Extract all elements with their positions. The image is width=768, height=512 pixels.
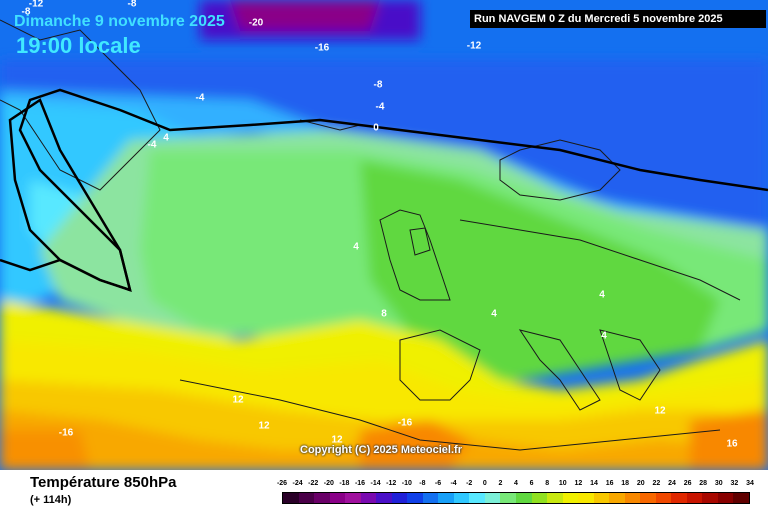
- color-scale-swatch: [609, 493, 625, 503]
- color-scale-tick-label: 32: [730, 480, 739, 487]
- map-canvas: [0, 0, 768, 470]
- isotherm-zero-west-loop: [8, 98, 132, 292]
- color-scale-tick-label: 28: [699, 480, 708, 487]
- color-scale-tick-label: -26: [276, 480, 288, 487]
- color-scale-swatch: [500, 493, 516, 503]
- color-scale-swatch: [733, 493, 749, 503]
- isotherm-label: 12: [654, 405, 666, 417]
- color-scale: [282, 492, 750, 504]
- valid-date: Dimanche 9 novembre 2025: [14, 13, 225, 30]
- forecast-hour: (+ 114h): [30, 494, 72, 506]
- copyright-notice: Copyright (C) 2025 Meteociel.fr: [300, 444, 462, 456]
- color-scale-tick-label: -16: [354, 480, 366, 487]
- color-scale-tick-label: 26: [683, 480, 692, 487]
- isotherm-label: -16: [397, 417, 413, 429]
- color-scale-swatch: [702, 493, 718, 503]
- color-scale-swatch: [453, 493, 470, 503]
- color-scale-swatch: [655, 493, 672, 503]
- color-scale-swatch: [391, 493, 408, 503]
- color-scale-swatch: [469, 493, 485, 503]
- color-scale-swatch: [578, 493, 594, 503]
- color-scale-swatch: [562, 493, 579, 503]
- valid-time: 19:00 locale: [16, 33, 141, 58]
- color-scale-tick-label: -18: [339, 480, 350, 487]
- isotherm-label: 12: [331, 434, 343, 446]
- color-scale-tick-label: 18: [621, 480, 630, 487]
- color-scale-swatch: [283, 493, 299, 503]
- color-scale-tick-label: -4: [450, 480, 457, 487]
- color-scale-swatch: [407, 493, 423, 503]
- color-scale-swatch: [484, 493, 501, 503]
- color-scale-swatch: [640, 493, 656, 503]
- color-scale-swatch: [686, 493, 703, 503]
- coastlines: [0, 19, 741, 451]
- isotherm-label: -4: [375, 101, 385, 113]
- run-banner: Run NAVGEM 0 Z du Mercredi 5 novembre 20…: [470, 10, 766, 28]
- color-scale-swatch: [515, 493, 532, 503]
- isotherm-label: 0: [373, 122, 379, 134]
- color-scale-swatch: [422, 493, 439, 503]
- color-scale-tick-label: 8: [545, 480, 550, 487]
- color-scale-swatch: [531, 493, 548, 503]
- color-scale-tick-label: 10: [558, 480, 567, 487]
- field-title: Température 850hPa: [30, 474, 177, 491]
- color-scale-swatch: [593, 493, 610, 503]
- color-scale-tick-label: -20: [323, 480, 334, 487]
- color-scale-tick-label: 20: [636, 480, 645, 487]
- color-scale-tick-label: 4: [514, 480, 518, 487]
- isotherm-label: -12: [28, 0, 44, 10]
- isotherm-label: 8: [381, 308, 387, 320]
- color-scale-tick-label: -6: [434, 480, 442, 487]
- temperature-field: [0, 0, 768, 470]
- color-scale-tick-label: -24: [292, 480, 303, 487]
- color-scale-tick-label: 6: [529, 480, 534, 487]
- isotherm-label: -8: [373, 79, 383, 91]
- isotherm-label: 12: [258, 420, 270, 432]
- color-scale-swatch: [298, 493, 315, 503]
- isotherm-label: -4: [147, 139, 157, 151]
- isotherm-label: 4: [353, 241, 359, 253]
- color-scale-tick-label: 22: [652, 480, 661, 487]
- color-scale-swatch: [438, 493, 454, 503]
- color-scale-swatch: [717, 493, 734, 503]
- color-scale-tick-label: -22: [308, 480, 319, 487]
- isotherm-label: -20: [248, 17, 264, 29]
- color-scale-tick-label: -8: [419, 480, 426, 487]
- isotherm-label: 12: [232, 394, 244, 406]
- color-scale-tick-label: -10: [401, 480, 412, 487]
- color-scale-tick-label: 30: [714, 480, 723, 487]
- isotherm-label: -8: [21, 6, 31, 18]
- color-scale-swatch: [624, 493, 641, 503]
- color-scale-swatch: [671, 493, 687, 503]
- color-scale-swatch: [314, 493, 330, 503]
- isotherm-label: 4: [599, 289, 605, 301]
- isotherm-label: -12: [466, 40, 482, 52]
- color-scale-tick-label: 34: [746, 480, 754, 487]
- isotherm-label: 4: [491, 308, 497, 320]
- color-scale-swatch: [360, 493, 377, 503]
- color-scale-tick-label: 16: [605, 480, 614, 487]
- color-scale-tick-label: 2: [498, 480, 503, 487]
- color-scale-tick-label: 14: [590, 480, 598, 487]
- isotherm-label: 4: [601, 330, 607, 342]
- color-scale-tick-label: -12: [386, 480, 397, 487]
- isotherm-label: -8: [127, 0, 137, 10]
- color-scale-tick-label: 12: [574, 480, 583, 487]
- isotherm-label: 4: [163, 132, 169, 144]
- isotherm-label: -16: [314, 42, 330, 54]
- color-scale-swatch: [345, 493, 361, 503]
- color-scale-tick-label: 0: [482, 480, 487, 487]
- color-scale-labels: -26 -24 -22 -20 -18 -16 -14 -12 -10 -8 -6 -4 -2 0 2 4 6 8…: [277, 480, 754, 492]
- color-scale-swatch: [376, 493, 392, 503]
- legend-bar: Température 850hPa (+ 114h) -26 -24 -22 -20…: [0, 470, 768, 512]
- color-scale-tick-label: 24: [668, 480, 676, 487]
- isotherm-label: -16: [58, 427, 74, 439]
- color-scale-swatch: [547, 493, 563, 503]
- color-scale-tick-label: -2: [466, 480, 473, 487]
- isotherm-label: 16: [726, 438, 738, 450]
- color-scale-swatch: [329, 493, 346, 503]
- temperature-map: Dimanche 9 novembre 2025 19:00 locale Ru…: [0, 0, 768, 470]
- isotherm-label: -4: [195, 92, 205, 104]
- color-scale-tick-label: -14: [370, 480, 381, 487]
